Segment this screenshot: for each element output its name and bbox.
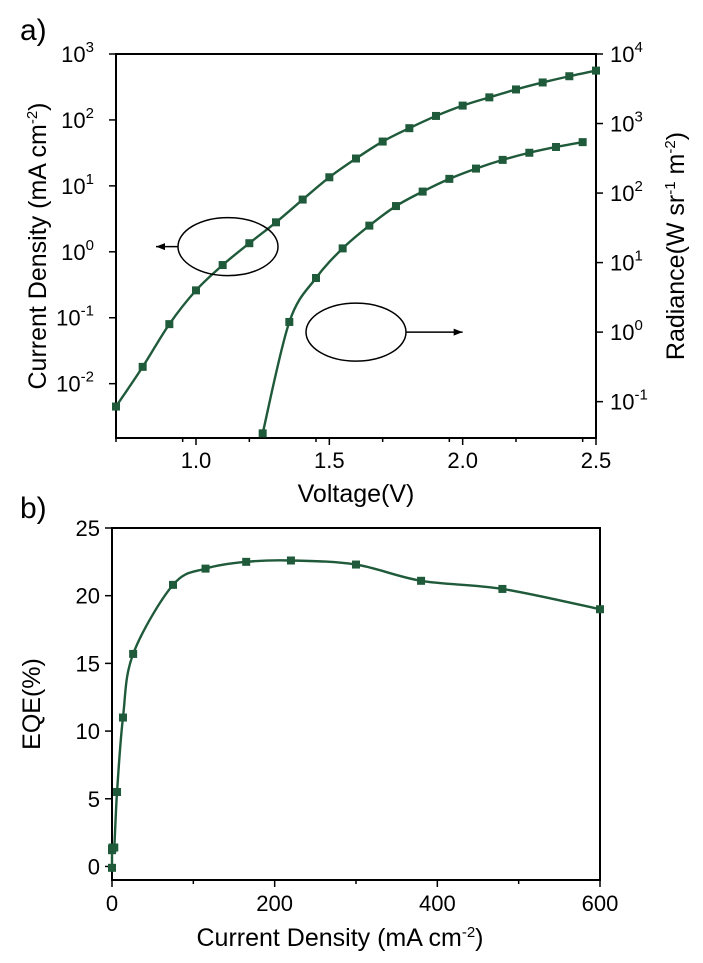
panel-a-left-y-axis-label: Current Density (mA cm-2)	[24, 102, 52, 389]
panel-a-series-right-point	[525, 148, 534, 157]
panel-a-series-left-point	[218, 261, 227, 270]
panel-b-series	[108, 556, 604, 872]
panel-b: b) 0 200 400 600 0 5 10 15 20 25 Current Density…	[18, 492, 618, 952]
panel-b-series-point	[129, 649, 138, 658]
panel-a-series-left-point	[592, 66, 600, 75]
panel-a-series-right-point	[578, 138, 587, 147]
panel-a-series-right-point	[418, 187, 427, 196]
panel-a-series-left-point	[272, 218, 280, 227]
panel-b-series-point	[118, 713, 127, 722]
panel-b-label: b)	[20, 492, 47, 525]
panel-a-right-y-ticks: 10-1 100 101 102 103 104	[596, 39, 648, 415]
panel-b-series-point	[113, 788, 122, 796]
panel-b-x-tick-label: 400	[419, 891, 456, 916]
panel-a-series-left-point	[485, 93, 494, 102]
panel-b-series-line	[110, 559, 601, 868]
panel-a-series-left-point	[352, 154, 360, 163]
panel-b-y-tick-label: 15	[76, 651, 100, 676]
panel-a-series-left-point	[458, 101, 467, 110]
panel-b-y-axis-label: EQE(%)	[18, 658, 46, 750]
panel-a-left-y-tick-label: 103	[61, 39, 94, 67]
panel-a-right-arrow-head	[453, 328, 463, 336]
panel-b-y-tick-label: 20	[76, 584, 100, 609]
panel-a-series-right-line	[261, 140, 583, 434]
panel-a-series-right-point	[472, 164, 480, 173]
panel-a-series-left-point	[325, 173, 334, 182]
panel-b-x-ticks: 0 200 400 600	[106, 880, 618, 916]
panel-a-series-right-point	[392, 202, 400, 211]
panel-a-series-left-point	[298, 195, 307, 204]
panel-a: a) 1.0 1.5 2.0 2.5 10-2 10-1 100 101 102 103 10-…	[20, 14, 690, 508]
panel-b-y-tick-label: 0	[88, 854, 100, 879]
panel-a-series-left-point	[138, 362, 147, 371]
panel-b-x-axis-label: Current Density (mA cm-2)	[196, 924, 483, 952]
panel-a-x-axis-label: Voltage(V)	[298, 480, 415, 508]
panel-b-y-tick-label: 25	[76, 516, 100, 541]
panel-b-series-point	[110, 843, 119, 852]
panel-a-left-y-tick-label: 10-1	[56, 303, 94, 331]
panel-a-left-y-tick-label: 101	[61, 171, 94, 199]
panel-b-series-point	[596, 605, 604, 614]
panel-a-x-ticks: 1.0 1.5 2.0 2.5	[115, 438, 612, 473]
panel-a-series-left-point	[405, 124, 414, 133]
panel-b-x-tick-label: 200	[256, 891, 293, 916]
panel-a-x-tick-label: 2.0	[447, 448, 478, 473]
panel-a-right-y-axis-label: Radiance(W sr-1 m-2)	[662, 132, 690, 360]
panel-a-series-left-point	[538, 78, 547, 87]
panel-b-y-tick-label: 5	[88, 787, 100, 812]
panel-b-series-point	[242, 557, 251, 566]
panel-a-annotations	[156, 216, 463, 362]
panel-a-left-ellipse	[177, 216, 279, 277]
panel-a-series-left-point	[378, 137, 387, 146]
panel-b-y-tick-label: 10	[76, 719, 100, 744]
panel-a-right-y-tick-label: 101	[610, 248, 643, 276]
panel-a-right-y-tick-label: 103	[610, 109, 643, 137]
panel-a-series-right-point	[312, 274, 320, 283]
panel-a-x-tick-label: 2.5	[581, 448, 612, 473]
panel-a-series-left-point	[512, 85, 520, 94]
panel-b-series-point	[417, 576, 426, 585]
panel-b-y-ticks: 0 5 10 15 20 25	[76, 516, 112, 879]
panel-a-left-y-tick-label: 10-2	[56, 369, 94, 397]
panel-a-series-left-point	[112, 402, 120, 411]
panel-b-series-point	[108, 863, 117, 872]
panel-a-left-y-tick-label: 102	[61, 105, 94, 133]
panel-a-frame	[115, 53, 597, 439]
panel-a-series-left-point	[165, 320, 174, 329]
panel-b-series-point	[286, 556, 295, 565]
panel-a-series-right-point	[365, 221, 374, 230]
panel-a-left-y-tick-label: 100	[61, 237, 94, 265]
panel-b-x-tick-label: 600	[582, 891, 619, 916]
panel-b-frame	[111, 527, 601, 881]
panel-a-left-arrow-head	[156, 243, 165, 251]
panel-a-left-y-ticks: 10-2 10-1 100 101 102 103	[56, 39, 116, 397]
panel-b-x-tick-label: 0	[106, 891, 118, 916]
panel-a-right-ellipse	[305, 302, 407, 362]
panel-b-series-point	[201, 564, 210, 573]
panel-b-series-point	[352, 560, 360, 569]
panel-a-right-y-tick-label: 104	[610, 39, 643, 67]
panel-b-series-point	[498, 584, 507, 593]
panel-a-right-y-tick-label: 100	[610, 317, 643, 345]
panel-a-x-tick-label: 1.0	[181, 448, 212, 473]
panel-a-series-left-line	[116, 69, 596, 408]
panel-a-x-tick-label: 1.5	[314, 448, 345, 473]
panel-a-series-right-point	[445, 174, 454, 183]
panel-a-right-y-tick-label: 102	[610, 178, 643, 206]
panel-a-series-left-point	[245, 239, 254, 248]
panel-a-series-right-point	[285, 317, 294, 326]
panel-a-series-left-point	[565, 72, 574, 81]
panel-a-label: a)	[20, 14, 47, 47]
panel-a-series-right-point	[498, 155, 507, 164]
panel-a-series-left-point	[432, 111, 440, 120]
panel-a-series-left-point	[192, 286, 200, 295]
panel-a-series-right-point	[552, 142, 560, 151]
panel-a-series	[112, 66, 600, 438]
panel-b-series-point	[169, 580, 177, 589]
panel-a-right-y-tick-label: 10-1	[610, 387, 648, 415]
panel-a-series-right-point	[338, 244, 347, 253]
panel-a-series-right-point	[258, 429, 267, 438]
